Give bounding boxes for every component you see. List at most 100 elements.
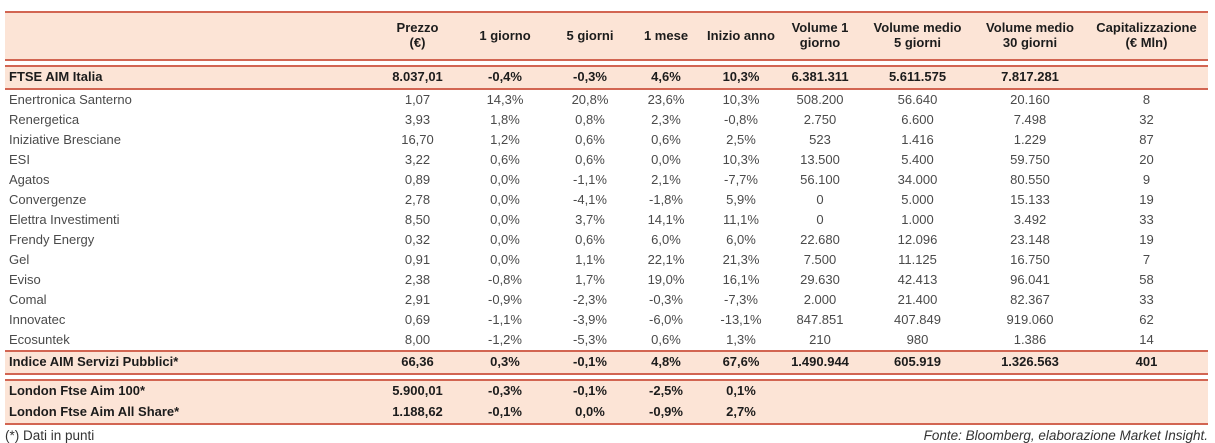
row-value: 22,1%	[647, 251, 685, 267]
table-row: Elettra Investimenti 8,50 0,0% 3,7% 14,1% 11,…	[5, 210, 1208, 230]
row-value: 1.229	[1013, 131, 1047, 147]
row-value: 87	[1139, 131, 1154, 147]
row-value: 0,6%	[575, 131, 605, 147]
row-value: -13,1%	[720, 311, 762, 327]
row-value: 82.367	[1010, 291, 1050, 307]
row-value: 1.490.944	[791, 354, 849, 370]
row-value: 605.919	[894, 354, 941, 370]
row-value: 66,36	[401, 354, 434, 370]
row-value: 2,5%	[726, 131, 756, 147]
row-value: 29.630	[800, 271, 840, 287]
row-value: 3,93	[404, 111, 431, 127]
table-row: Convergenze 2,78 0,0% -4,1% -1,8% 5,9% 0 5.000 1…	[5, 190, 1208, 210]
row-value: 5.900,01	[392, 383, 443, 399]
row-value: 1.000	[901, 211, 934, 227]
row-value: 33	[1139, 211, 1154, 227]
row-value: 0,91	[404, 251, 431, 267]
row-value: -6,0%	[649, 311, 683, 327]
row-value: -1,1%	[573, 171, 607, 187]
table-row: Eviso 2,38 -0,8% 1,7% 19,0% 16,1% 29.630 42.413…	[5, 270, 1208, 290]
row-value: 8,50	[404, 211, 431, 227]
row-value: 6,0%	[726, 231, 756, 247]
row-name: London Ftse Aim All Share*	[9, 404, 180, 420]
row-name: Convergenze	[9, 191, 87, 207]
row-name: Enertronica Santerno	[9, 91, 132, 107]
row-value: 1,1%	[575, 251, 605, 267]
row-value: 20.160	[1010, 91, 1050, 107]
table-row: Iniziative Bresciane 16,70 1,2% 0,6% 0,6% 2,5…	[5, 130, 1208, 150]
row-name: Eviso	[9, 271, 41, 287]
row-value: 23,6%	[647, 91, 685, 107]
row-value: -1,8%	[649, 191, 683, 207]
row-value: 1,07	[404, 91, 431, 107]
row-value: -1,2%	[488, 331, 522, 347]
row-value: 16,70	[401, 131, 434, 147]
row-value: 6.381.311	[791, 69, 849, 85]
table-row: Ecosuntek 8,00 -1,2% -5,3% 0,6% 1,3% 210 980 1.3…	[5, 330, 1208, 350]
row-value: -0,9%	[649, 404, 683, 420]
column-header: Capitalizzazione (€ Mln)	[1096, 20, 1197, 50]
row-value: 21.400	[897, 291, 938, 307]
row-name: Iniziative Bresciane	[9, 131, 121, 147]
row-value: -2,3%	[573, 291, 607, 307]
row-value: 0,1%	[726, 383, 756, 399]
row-value: 1,2%	[490, 131, 520, 147]
row-value: -0,9%	[488, 291, 522, 307]
table-header-row: Prezzo (€) 1 giorno 5 giorni 1 mese Inizio a…	[5, 13, 1208, 59]
row-value: 19	[1139, 231, 1154, 247]
row-value: 10,3%	[722, 69, 760, 85]
table-row: Indice AIM Servizi Pubblici* 66,36 0,3% -0,…	[5, 352, 1208, 373]
row-name: Elettra Investimenti	[9, 211, 120, 227]
row-value: 14	[1139, 331, 1154, 347]
row-value: 1.188,62	[392, 404, 443, 420]
row-value: 0,0%	[575, 404, 605, 420]
band-gap	[5, 61, 1208, 65]
row-value: -0,1%	[573, 354, 607, 370]
row-value: 12.096	[897, 231, 938, 247]
row-value: 34.000	[897, 171, 938, 187]
row-value: 13.500	[800, 151, 840, 167]
row-value: 919.060	[1006, 311, 1054, 327]
stock-rows-section: Enertronica Santerno 1,07 14,3% 20,8% 23,6% 1…	[5, 90, 1208, 350]
row-value: 33	[1139, 291, 1154, 307]
row-value: 3,7%	[575, 211, 605, 227]
row-value: 4,8%	[651, 354, 681, 370]
row-value: 58	[1139, 271, 1154, 287]
row-value: 10,3%	[722, 151, 760, 167]
table-row: Agatos 0,89 0,0% -1,1% 2,1% -7,7% 56.100 34.000…	[5, 170, 1208, 190]
row-value: -0,8%	[724, 111, 758, 127]
table-row: Innovatec 0,69 -1,1% -3,9% -6,0% -13,1% 847.85…	[5, 310, 1208, 330]
table-row: FTSE AIM Italia 8.037,01 -0,4% -0,3% 4,6% 10,…	[5, 67, 1208, 88]
row-value: 0,0%	[490, 251, 520, 267]
row-value: 5,9%	[726, 191, 756, 207]
row-value: 407.849	[894, 311, 941, 327]
column-header: 5 giorni	[566, 27, 614, 43]
row-value: 11.125	[898, 251, 937, 267]
row-value: 210	[809, 331, 831, 347]
source-note: Fonte: Bloomberg, elaborazione Market In…	[923, 428, 1208, 443]
row-value: -0,1%	[573, 383, 607, 399]
row-value: 19,0%	[647, 271, 685, 287]
row-value: 8,00	[404, 331, 431, 347]
row-value: 80.550	[1010, 171, 1050, 187]
row-value: -1,1%	[488, 311, 522, 327]
row-name: Frendy Energy	[9, 231, 95, 247]
row-value: 21,3%	[722, 251, 760, 267]
row-value: 56.640	[897, 91, 938, 107]
row-value: 508.200	[796, 91, 844, 107]
row-value: 14,1%	[647, 211, 685, 227]
row-value: -0,8%	[488, 271, 522, 287]
row-value: 11,1%	[723, 211, 759, 227]
row-value: 0	[816, 211, 824, 227]
row-value: 6.600	[901, 111, 934, 127]
row-value: 7.498	[1013, 111, 1047, 127]
row-value: -0,3%	[573, 69, 607, 85]
row-value: 1.386	[1013, 331, 1047, 347]
table-footer: (*) Dati in punti Fonte: Bloomberg, elab…	[5, 428, 1208, 443]
table-row: Frendy Energy 0,32 0,0% 0,6% 6,0% 6,0% 22.680 1…	[5, 230, 1208, 250]
row-value: 20,8%	[571, 91, 609, 107]
row-value: 6,0%	[651, 231, 681, 247]
row-value: -4,1%	[573, 191, 607, 207]
row-value: 2,91	[404, 291, 431, 307]
row-value: 2,1%	[651, 171, 681, 187]
